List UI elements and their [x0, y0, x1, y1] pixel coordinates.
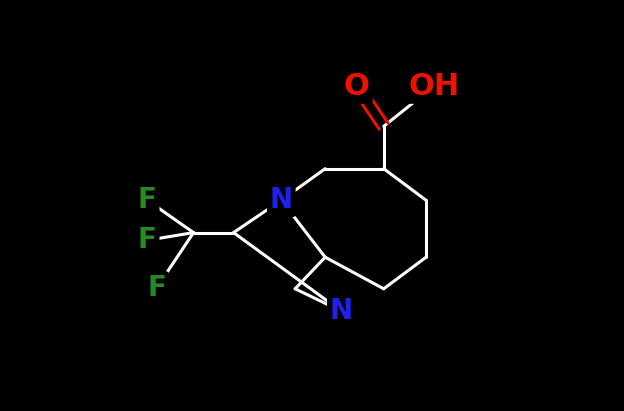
- Text: N: N: [270, 186, 293, 214]
- Text: N: N: [330, 297, 353, 325]
- Text: F: F: [138, 226, 157, 254]
- Text: F: F: [147, 274, 166, 302]
- Text: F: F: [138, 186, 157, 214]
- Text: OH: OH: [408, 72, 459, 101]
- Text: O: O: [344, 72, 369, 101]
